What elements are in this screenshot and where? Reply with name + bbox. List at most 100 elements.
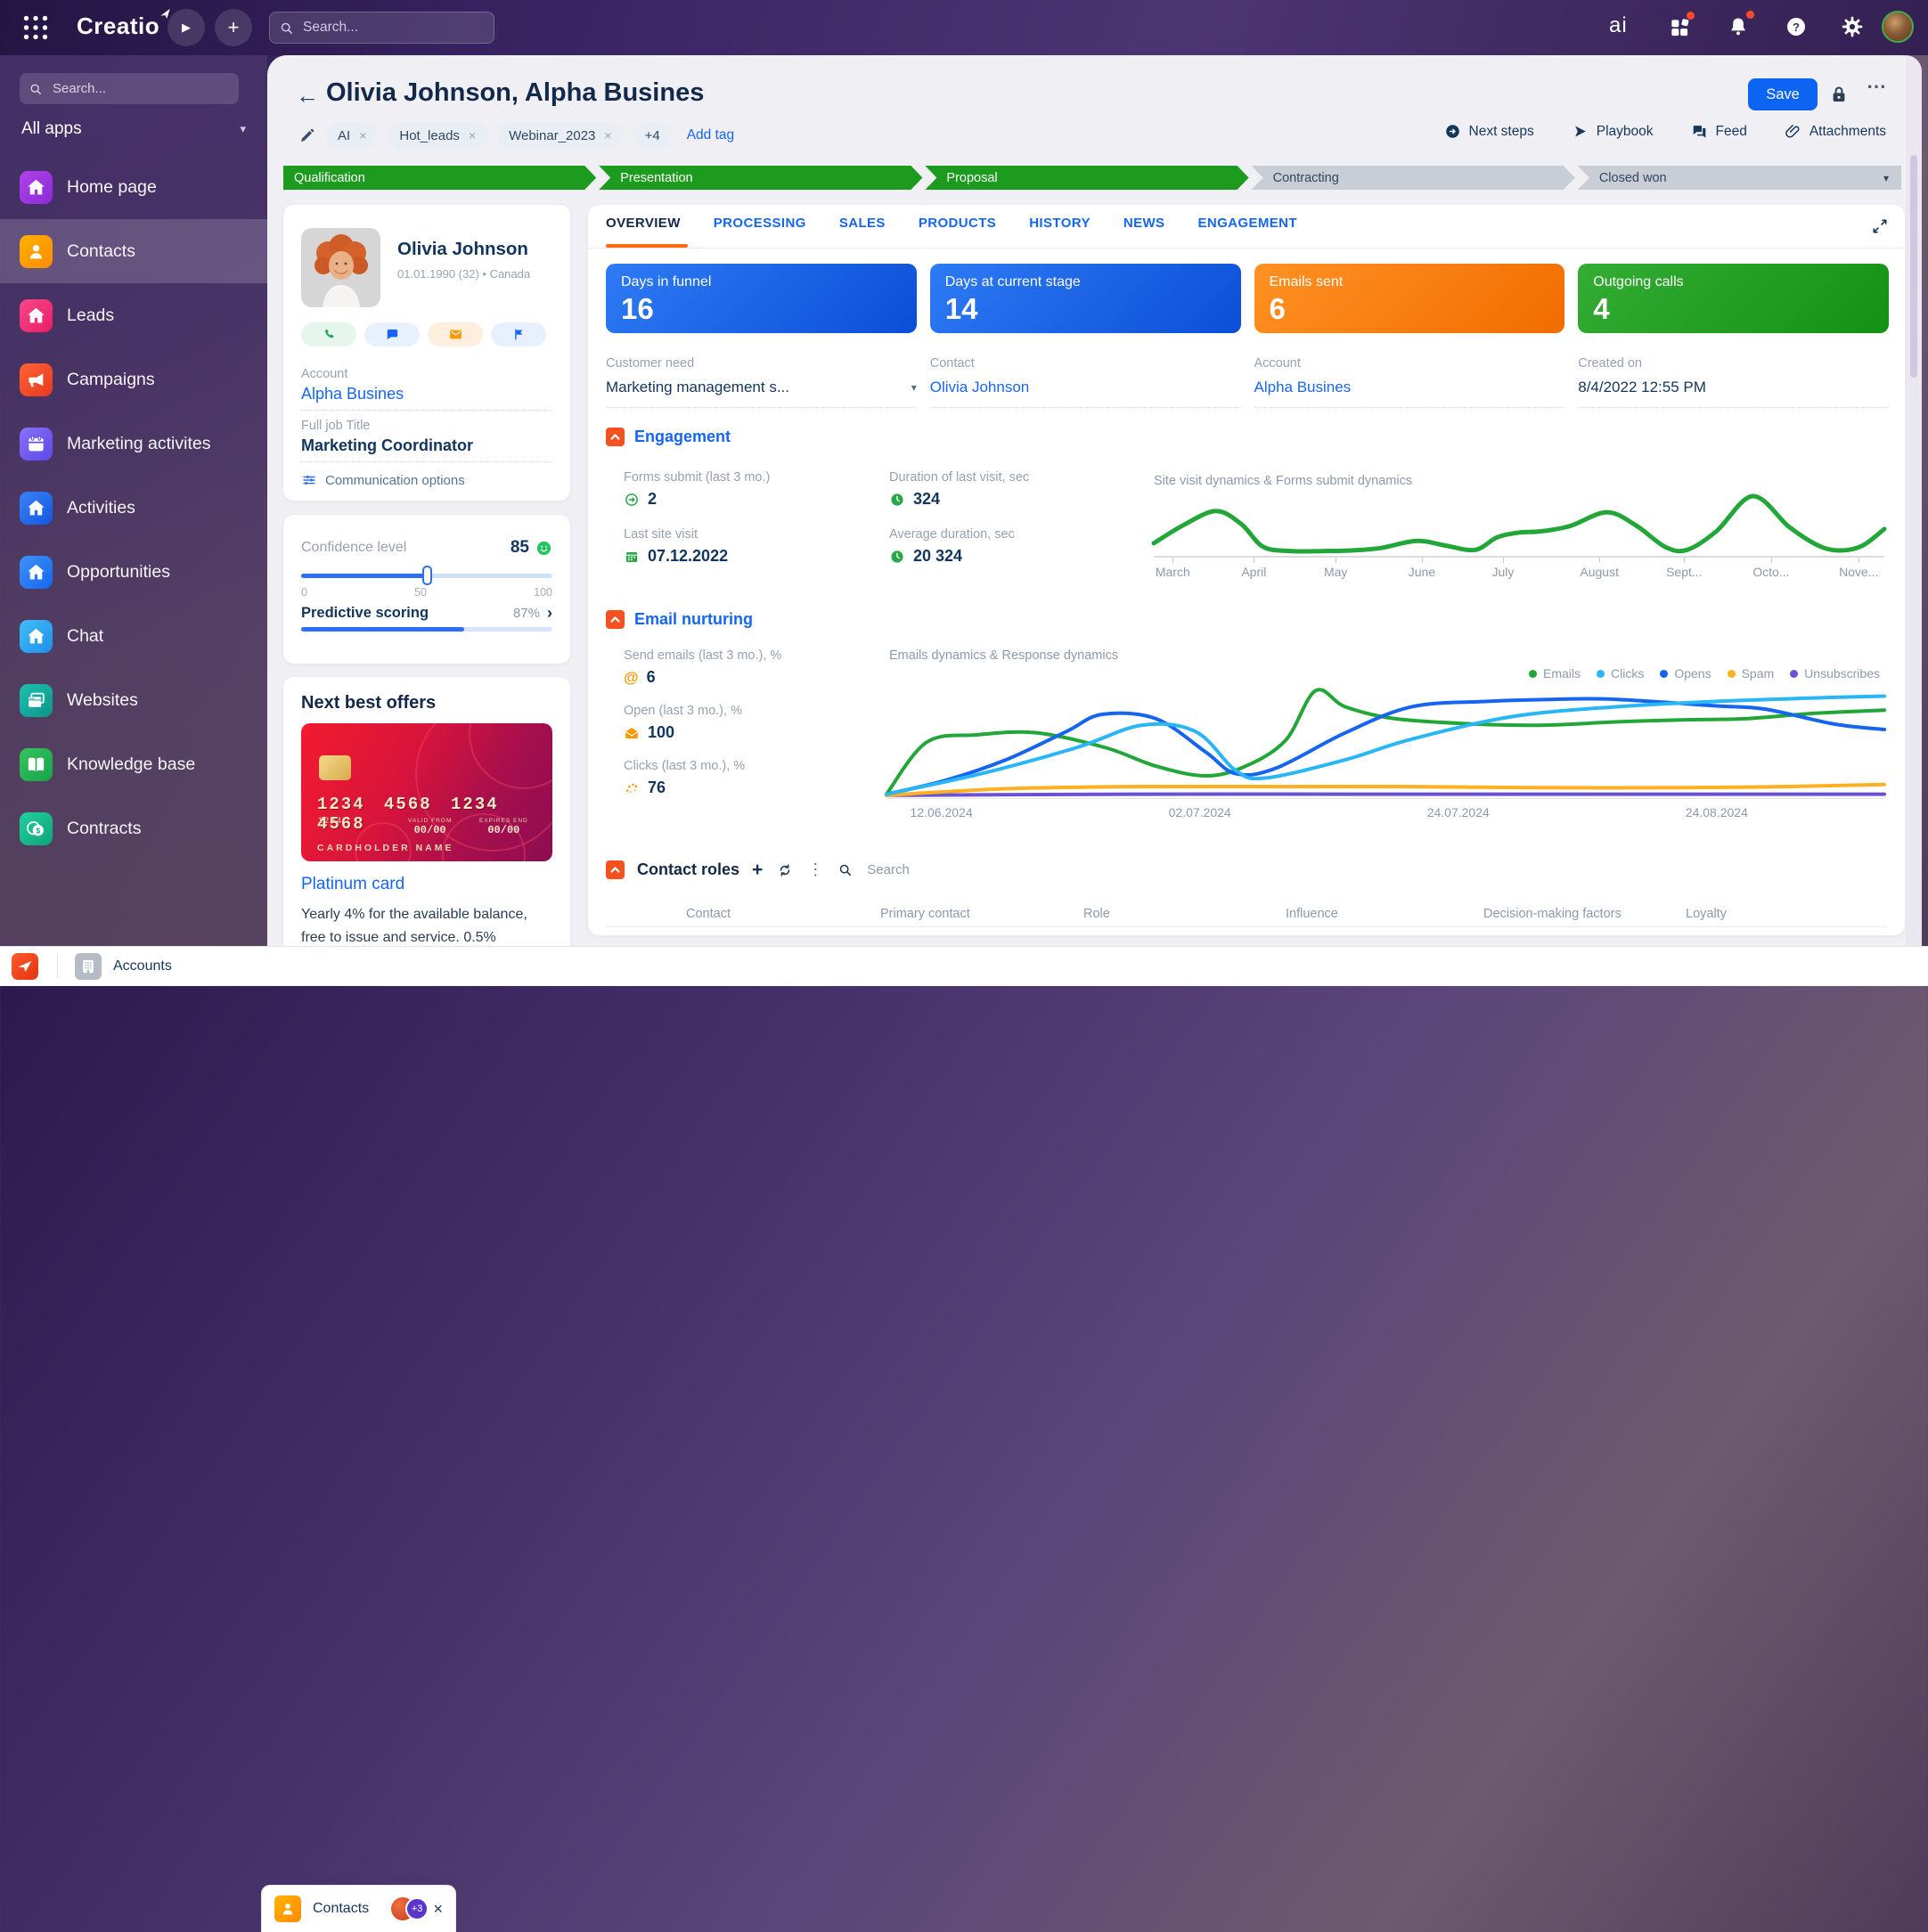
contact-action-flag[interactable]: [491, 322, 546, 346]
tab-engagement[interactable]: ENGAGEMENT: [1197, 216, 1297, 231]
remove-tag-icon[interactable]: ×: [468, 128, 477, 143]
kebab-menu-icon[interactable]: ⋮: [807, 860, 824, 878]
legend-item-opens: Opens: [1660, 666, 1712, 681]
tab-sales[interactable]: SALES: [838, 216, 886, 231]
settings-gear-icon[interactable]: [1841, 15, 1864, 38]
remove-tag-icon[interactable]: ×: [359, 128, 367, 143]
account-label: Account: [301, 367, 348, 381]
collapse-icon[interactable]: [606, 428, 625, 446]
pipeline-stage-qualification[interactable]: Qualification: [283, 166, 596, 190]
sidebar-item-home-page[interactable]: Home page: [0, 155, 267, 219]
sidebar-item-contracts[interactable]: $ Contracts: [0, 796, 267, 860]
sidebar-item-websites[interactable]: Websites: [0, 668, 267, 732]
run-process-button[interactable]: ▶: [167, 9, 205, 46]
tab-news[interactable]: NEWS: [1123, 216, 1165, 231]
scrollbar[interactable]: [1906, 55, 1922, 946]
column-header-role[interactable]: Role: [1083, 907, 1110, 921]
add-tag-button[interactable]: Add tag: [686, 127, 735, 143]
roles-search-placeholder[interactable]: Search: [867, 862, 910, 877]
column-header-contact[interactable]: Contact: [686, 907, 731, 921]
save-button[interactable]: Save: [1748, 78, 1818, 110]
field-value[interactable]: Olivia Johnson: [929, 379, 1030, 395]
sidebar-item-contacts[interactable]: Contacts: [0, 219, 267, 283]
communication-options-button[interactable]: Communication options: [301, 472, 465, 488]
global-search-input[interactable]: [301, 19, 465, 37]
sidebar-item-activities[interactable]: Activities: [0, 476, 267, 540]
creatio-taskbar-icon[interactable]: [12, 953, 38, 980]
global-search[interactable]: [269, 12, 494, 44]
add-new-button[interactable]: +: [215, 9, 252, 46]
stat-label: Open (last 3 mo.), %: [624, 704, 742, 718]
column-header-influence[interactable]: Influence: [1286, 907, 1338, 921]
tag-pill-webinar-2023[interactable]: Webinar_2023 ×: [497, 121, 624, 150]
marketplace-apps-icon[interactable]: [1668, 16, 1691, 39]
scrollbar-thumb[interactable]: [1910, 155, 1917, 378]
more-menu-button[interactable]: ⋯: [1867, 75, 1888, 97]
collapse-icon[interactable]: [606, 610, 625, 629]
sidebar-item-knowledge-base[interactable]: Knowledge base: [0, 732, 267, 796]
pipeline-stage-contracting[interactable]: Contracting: [1252, 166, 1575, 190]
sidebar-item-leads[interactable]: Leads: [0, 283, 267, 347]
edit-tags-icon[interactable]: [298, 126, 316, 145]
tag-pill-hot-leads[interactable]: Hot_leads ×: [388, 121, 488, 150]
collapse-icon[interactable]: [606, 860, 625, 879]
contact-action-chat[interactable]: [364, 322, 420, 346]
column-header-decision-making-factors[interactable]: Decision-making factors: [1483, 907, 1622, 921]
field-value-row[interactable]: Alpha Busines: [1254, 379, 1565, 408]
search-icon[interactable]: [837, 862, 853, 877]
lock-icon[interactable]: [1828, 84, 1850, 105]
refresh-icon[interactable]: [777, 862, 793, 878]
user-avatar[interactable]: [1882, 11, 1914, 43]
pipeline-stage-closed-won[interactable]: Closed won ▾: [1577, 166, 1902, 190]
taskbar-tab-accounts[interactable]: Accounts: [75, 953, 172, 980]
person-icon: [20, 234, 53, 268]
sidebar-item-opportunities[interactable]: Opportunities: [0, 540, 267, 604]
help-icon[interactable]: ?: [1785, 15, 1808, 38]
tags-overflow-badge[interactable]: +4: [633, 121, 672, 150]
pipeline-stage-proposal[interactable]: Proposal: [925, 166, 1248, 190]
tab-history[interactable]: HISTORY: [1029, 216, 1091, 231]
tab-products[interactable]: PRODUCTS: [918, 216, 997, 231]
sidebar-item-chat[interactable]: Chat: [0, 604, 267, 668]
sidebar-item-marketing-activites[interactable]: Marketing activites: [0, 412, 267, 476]
header-action-feed[interactable]: Feed: [1691, 123, 1747, 140]
app-launcher-icon[interactable]: [20, 12, 52, 44]
chevron-down-icon[interactable]: ▾: [911, 381, 917, 394]
tab-overview[interactable]: OVERVIEW: [606, 216, 681, 231]
account-link[interactable]: Alpha Busines: [301, 385, 404, 403]
chevron-right-icon[interactable]: ›: [547, 604, 552, 622]
section-email-nurturing-header[interactable]: Email nurturing: [606, 610, 753, 629]
add-row-button[interactable]: +: [752, 860, 764, 880]
header-action-attachments[interactable]: Attachments: [1785, 123, 1886, 140]
tag-pill-ai[interactable]: AI ×: [326, 121, 379, 150]
field-value-row[interactable]: Olivia Johnson: [929, 379, 1241, 408]
close-icon[interactable]: ×: [433, 1899, 443, 1918]
workspace-selector[interactable]: All apps ▾: [21, 119, 246, 139]
next-best-offers-card: Next best offers 1234 4568 1234 4568 123…: [283, 677, 570, 946]
field-value[interactable]: Alpha Busines: [1254, 379, 1352, 395]
confidence-slider[interactable]: [301, 566, 552, 585]
chevron-down-icon[interactable]: ▾: [1883, 171, 1890, 184]
offer-link[interactable]: Platinum card: [301, 875, 405, 893]
sidebar-search[interactable]: [20, 73, 239, 104]
field-value-row[interactable]: Marketing management s... ▾: [606, 379, 917, 408]
remove-tag-icon[interactable]: ×: [604, 128, 612, 143]
slider-handle[interactable]: [422, 566, 432, 585]
column-header-primary-contact[interactable]: Primary contact: [880, 907, 970, 921]
pipeline-stage-presentation[interactable]: Presentation: [599, 166, 922, 190]
sidebar-item-campaigns[interactable]: Campaigns: [0, 347, 267, 412]
tab-processing[interactable]: PROCESSING: [713, 216, 806, 231]
contact-action-phone[interactable]: [301, 322, 356, 346]
notifications-bell-icon[interactable]: [1727, 15, 1750, 38]
header-action-playbook[interactable]: Playbook: [1572, 123, 1654, 140]
header-action-next-steps[interactable]: Next steps: [1444, 123, 1534, 140]
section-engagement-header[interactable]: Engagement: [606, 428, 731, 446]
back-button[interactable]: ←: [296, 82, 319, 109]
ai-assistant-button[interactable]: ai: [1609, 13, 1628, 37]
field-value[interactable]: Marketing management s...: [606, 379, 789, 395]
contact-action-mail[interactable]: [428, 322, 483, 346]
sidebar-search-input[interactable]: [51, 80, 206, 97]
taskbar-tab-contacts[interactable]: Contacts +3 ×: [261, 1885, 456, 1932]
expand-icon[interactable]: [1871, 217, 1889, 235]
column-header-loyalty[interactable]: Loyalty: [1686, 907, 1727, 921]
